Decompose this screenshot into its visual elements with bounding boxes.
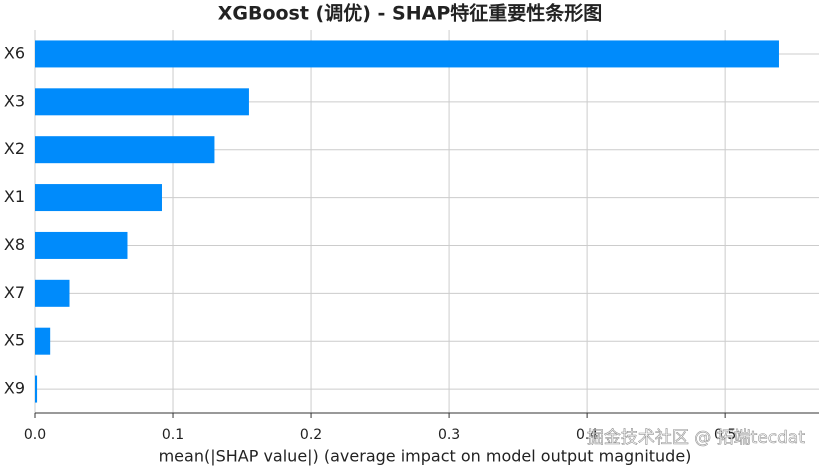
bar bbox=[35, 136, 215, 164]
y-tick-label: X6 bbox=[4, 43, 25, 62]
x-tick-label: 0.0 bbox=[24, 427, 46, 443]
x-tick-label: 0.2 bbox=[300, 427, 322, 443]
bar bbox=[35, 375, 38, 403]
y-tick-label: X2 bbox=[4, 139, 25, 158]
y-tick-label: X3 bbox=[4, 91, 25, 110]
y-tick-label: X9 bbox=[4, 379, 25, 398]
bar bbox=[35, 231, 128, 259]
bar bbox=[35, 88, 249, 116]
y-tick-label: X7 bbox=[4, 283, 25, 302]
bar bbox=[35, 184, 162, 212]
bar bbox=[35, 327, 51, 355]
x-tick-label: 0.1 bbox=[162, 427, 184, 443]
y-tick-label: X8 bbox=[4, 235, 25, 254]
x-tick-label: 0.3 bbox=[438, 427, 460, 443]
x-axis-label: mean(|SHAP value|) (average impact on mo… bbox=[159, 447, 692, 466]
bar bbox=[35, 279, 70, 307]
watermark: 掘金技术社区 @ 拓端tecdat bbox=[587, 428, 805, 448]
x-tick-label: 0.5 bbox=[714, 427, 736, 443]
bar bbox=[35, 40, 779, 68]
x-tick-label: 0.4 bbox=[576, 427, 598, 443]
y-tick-label: X5 bbox=[4, 331, 25, 350]
chart-title: XGBoost (调优) - SHAP特征重要性条形图 bbox=[218, 2, 603, 25]
y-tick-label: X1 bbox=[4, 187, 25, 206]
